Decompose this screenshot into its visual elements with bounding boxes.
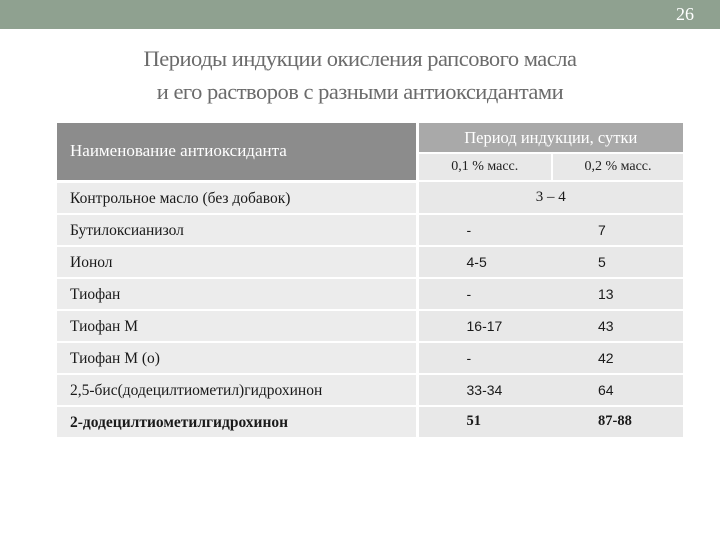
header-induction-period: Период индукции, сутки	[417, 123, 683, 154]
header-concentration-1: 0,1 % масс.	[417, 153, 553, 182]
induction-table: Наименование антиоксиданта Период индукц…	[57, 123, 683, 439]
row-value-0-2: 64	[552, 373, 683, 407]
row-value-0-2: 87-88	[552, 405, 683, 439]
row-name: Тиофан М (о)	[57, 341, 419, 375]
row-name: Ионол	[57, 245, 419, 279]
row-value-0-2: 43	[552, 309, 683, 343]
slide-title: Периоды индукции окисления рапсового мас…	[40, 42, 680, 108]
row-value-0-1: -	[417, 341, 552, 375]
top-bar: 26	[0, 0, 720, 29]
title-line-2: и его растворов с разными антиоксидантам…	[156, 79, 564, 104]
row-name: Тиофан	[57, 277, 419, 311]
header-concentration-2: 0,2 % масс.	[552, 153, 683, 182]
row-value-0-2: 42	[552, 341, 683, 375]
row-merged-value: 3 – 4	[417, 181, 683, 215]
row-value-0-2: 7	[552, 213, 683, 247]
row-value-0-1: -	[417, 213, 552, 247]
row-value-0-2: 5	[552, 245, 683, 279]
row-value-0-2: 13	[552, 277, 683, 311]
row-value-0-1: 51	[417, 405, 552, 439]
row-name: Тиофан М	[57, 309, 419, 343]
row-value-0-1: 4-5	[417, 245, 552, 279]
slide-number: 26	[676, 4, 694, 24]
title-line-1: Периоды индукции окисления рапсового мас…	[143, 46, 577, 71]
row-name: Контрольное масло (без добавок)	[57, 181, 419, 215]
row-value-0-1: 33-34	[417, 373, 552, 407]
row-name: 2-додецилтиометилгидрохинон	[57, 405, 419, 439]
header-antioxidant-name: Наименование антиоксиданта	[57, 123, 419, 183]
row-value-0-1: 16-17	[417, 309, 552, 343]
row-name: 2,5-бис(додецилтиометил)гидрохинон	[57, 373, 419, 407]
row-value-0-1: -	[417, 277, 552, 311]
row-name: Бутилоксианизол	[57, 213, 419, 247]
